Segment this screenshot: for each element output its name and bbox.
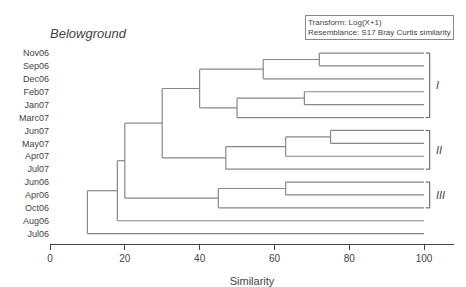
- svg-text:Marc07: Marc07: [19, 113, 49, 123]
- svg-text:Dec06: Dec06: [23, 74, 49, 84]
- svg-text:Jun07: Jun07: [24, 126, 49, 136]
- svg-text:Apr06: Apr06: [25, 190, 49, 200]
- svg-text:20: 20: [119, 253, 131, 264]
- svg-text:80: 80: [344, 253, 356, 264]
- svg-text:Similarity: Similarity: [230, 275, 275, 287]
- svg-text:60: 60: [269, 253, 281, 264]
- svg-text:Jul07: Jul07: [27, 164, 49, 174]
- svg-text:Jun06: Jun06: [24, 177, 49, 187]
- svg-text:Aug06: Aug06: [23, 216, 49, 226]
- svg-text:Jul06: Jul06: [27, 229, 49, 239]
- svg-text:Belowground: Belowground: [50, 26, 127, 41]
- svg-text:Feb07: Feb07: [23, 87, 49, 97]
- svg-text:100: 100: [416, 253, 433, 264]
- svg-text:0: 0: [47, 253, 53, 264]
- svg-text:Oct06: Oct06: [25, 203, 49, 213]
- svg-text:Apr07: Apr07: [25, 151, 49, 161]
- svg-text:Transform: Log(X+1)Resemblance: Transform: Log(X+1)Resemblance: S17 Bray…: [308, 18, 451, 37]
- svg-text:40: 40: [194, 253, 206, 264]
- svg-text:II: II: [436, 144, 442, 156]
- svg-text:III: III: [436, 189, 445, 201]
- svg-text:I: I: [436, 79, 439, 91]
- svg-text:Jan07: Jan07: [24, 100, 49, 110]
- svg-text:May07: May07: [22, 139, 49, 149]
- svg-text:Sep06: Sep06: [23, 61, 49, 71]
- svg-text:Nov06: Nov06: [23, 48, 49, 58]
